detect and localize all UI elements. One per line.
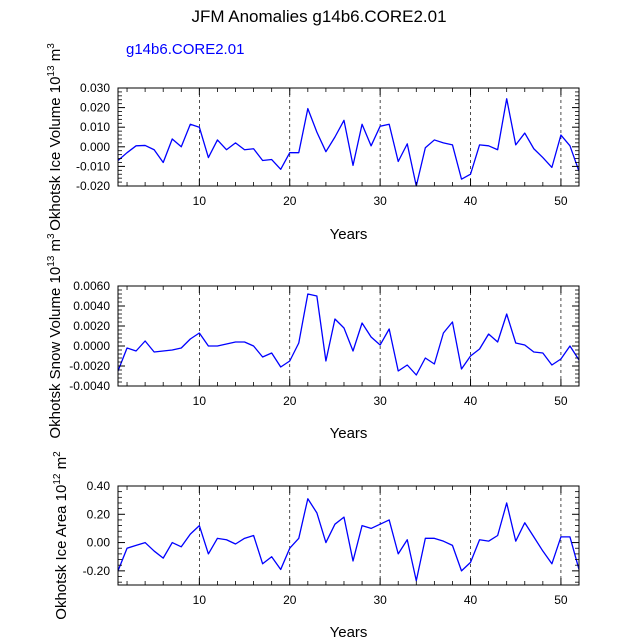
y-tick-label: 0.40 — [87, 479, 111, 493]
y-tick-label: -0.010 — [76, 159, 110, 173]
chart-1: 10 20 30 40 50 -0.020 -0.010 0.000 0.010 0.020 0.0… — [46, 43, 580, 243]
y-tick-label: 0.030 — [80, 81, 110, 95]
y-tick-label: 0.20 — [87, 507, 111, 521]
x-tick-label: 10 — [193, 593, 207, 607]
y-axis-label: Okhotsk Ice Area 1012 m2 — [52, 451, 70, 620]
y-tick-label: -0.0020 — [69, 359, 110, 373]
x-axis-label: Years — [330, 226, 368, 243]
y-axis-label-exponent: 12 — [52, 473, 63, 485]
data-line — [117, 98, 580, 187]
x-tick-label: 10 — [193, 394, 207, 408]
y-tick-label: 0.00 — [87, 536, 111, 550]
y-axis-label-unit-exponent: 3 — [46, 233, 57, 239]
y-axis-label-text: Okhotsk Ice Area 10 — [53, 485, 70, 620]
y-axis-label-unit: m — [47, 239, 64, 256]
y-axis-label: Okhotsk Snow Volume 1013 m3 — [46, 233, 64, 439]
x-tick-label: 30 — [373, 593, 387, 607]
plot-frame — [117, 285, 580, 387]
x-tick-label: 40 — [464, 394, 478, 408]
y-tick-label: 0.020 — [80, 101, 110, 115]
x-tick-label: 40 — [464, 593, 478, 607]
x-tick-label: 10 — [193, 194, 207, 208]
y-tick-label: -0.020 — [76, 179, 110, 193]
plot-frame — [117, 485, 580, 586]
y-axis-label-unit-exponent: 3 — [46, 43, 57, 49]
x-axis-label: Years — [330, 624, 368, 638]
page-title: JFM Anomalies g14b6.CORE2.01 — [191, 7, 446, 26]
data-line — [117, 498, 580, 582]
x-tick-label: 50 — [554, 194, 568, 208]
y-axis-label-text: Okhotsk Snow Volume 10 — [47, 267, 64, 439]
y-axis-label-unit: m — [47, 49, 64, 66]
y-tick-label: 0.0040 — [73, 299, 110, 313]
y-tick-label: 0.0060 — [73, 279, 110, 293]
series-label: g14b6.CORE2.01 — [126, 41, 244, 58]
y-axis-label-unit: m — [53, 457, 70, 474]
x-tick-label: 30 — [373, 194, 387, 208]
data-line — [117, 293, 580, 376]
y-tick-label: -0.0040 — [69, 379, 110, 393]
x-tick-label: 30 — [373, 394, 387, 408]
x-tick-label: 50 — [554, 593, 568, 607]
y-tick-label: 0.0000 — [73, 339, 110, 353]
y-tick-label: 0.010 — [80, 120, 110, 134]
plot-frame — [117, 87, 580, 187]
chart-2: 10 20 30 40 50 -0.0040 -0.0020 0.0000 0.0020 0.00… — [46, 233, 580, 442]
y-axis-label-text: Okhotsk Ice Volume 10 — [47, 77, 64, 231]
y-axis-label-unit-exponent: 2 — [52, 451, 63, 457]
y-axis-label-exponent: 13 — [46, 65, 57, 77]
x-tick-label: 20 — [283, 394, 297, 408]
y-tick-label: 0.0020 — [73, 319, 110, 333]
chart-3: 10 20 30 40 50 -0.20 0.00 0.20 0.40 Years Okhotsk … — [52, 451, 580, 638]
x-tick-label: 20 — [283, 593, 297, 607]
y-axis-label: Okhotsk Ice Volume 1013 m3 — [46, 43, 64, 231]
x-tick-label: 40 — [464, 194, 478, 208]
x-axis-label: Years — [330, 425, 368, 442]
x-tick-label: 20 — [283, 194, 297, 208]
y-tick-label: -0.20 — [83, 564, 111, 578]
y-tick-label: 0.000 — [80, 140, 110, 154]
x-tick-label: 50 — [554, 394, 568, 408]
y-axis-label-exponent: 13 — [46, 255, 57, 267]
